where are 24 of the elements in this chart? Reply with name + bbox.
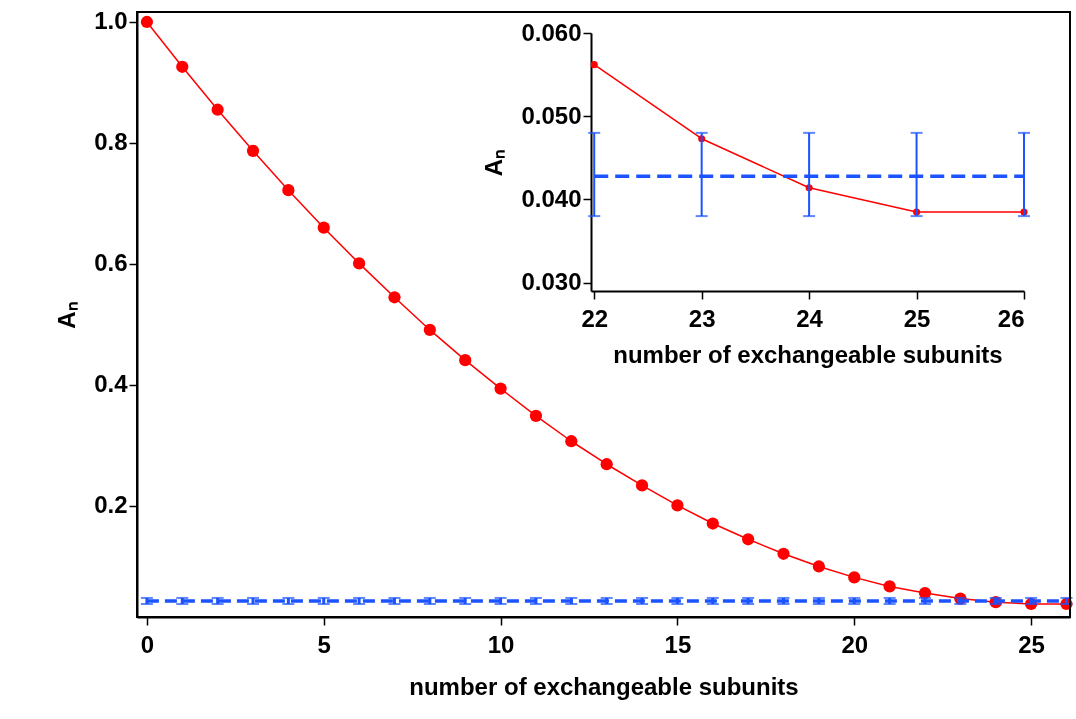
x-tick-label: 23 [688,304,716,332]
x-tick-label: 5 [317,630,331,658]
y-tick-label: 0.040 [521,184,582,212]
x-tick-label: 26 [997,304,1025,332]
y-axis-title: Aₙ [53,301,81,329]
x-tick-label: 24 [796,304,824,332]
x-tick-label: 10 [487,630,515,658]
y-tick-label: 1.0 [94,7,128,35]
y-axis-title: Aₙ [480,148,508,177]
y-tick-label: 0.6 [94,249,128,277]
x-axis-title: number of exchangeable subunits [613,340,1003,368]
x-tick-label: 25 [903,304,931,332]
x-axis-title: number of exchangeable subunits [409,672,799,700]
x-tick-label: 20 [841,630,869,658]
y-tick-label: 0.050 [521,101,582,129]
x-tick-label: 22 [581,304,609,332]
y-tick-label: 0.030 [521,268,582,296]
y-tick-label: 0.060 [521,18,582,46]
x-tick-label: 0 [140,630,155,658]
y-tick-label: 0.4 [94,370,129,398]
y-tick-label: 0.2 [94,491,128,519]
x-tick-label: 25 [1018,630,1045,658]
x-tick-label: 15 [664,630,692,658]
y-tick-label: 0.8 [94,128,128,156]
